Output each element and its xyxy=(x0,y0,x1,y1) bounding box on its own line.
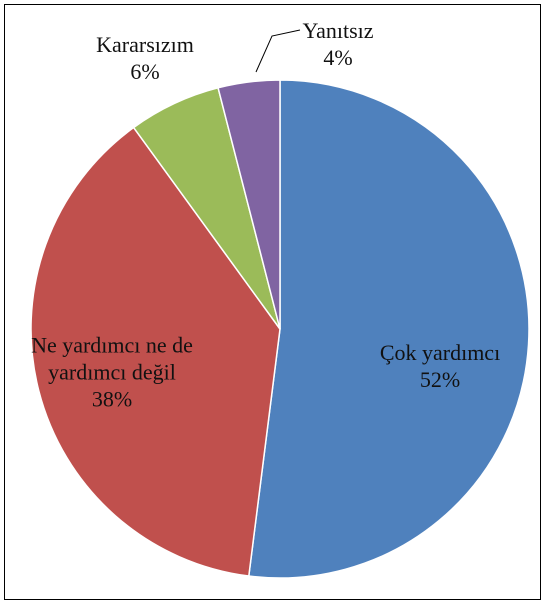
slice-label: Çok yardımcı 52% xyxy=(340,339,540,393)
leader-line xyxy=(255,29,301,73)
slice-label: Ne yardımcı ne de yardımcı değil 38% xyxy=(17,332,207,413)
category-label: Yanıtsız xyxy=(302,18,374,43)
category-label: Kararsızım xyxy=(96,32,194,57)
value-label: 4% xyxy=(323,45,353,70)
pie-slice xyxy=(217,79,281,330)
slice-label: Kararsızım 6% xyxy=(65,31,225,85)
pie-slice xyxy=(30,126,281,577)
slice-label: Yanıtsız 4% xyxy=(278,17,398,71)
value-label: 38% xyxy=(91,386,133,412)
category-label: Ne yardımcı ne de yardımcı değil xyxy=(31,332,193,385)
chart-frame xyxy=(4,4,541,600)
pie-slice xyxy=(247,79,530,579)
value-label: 6% xyxy=(130,59,160,84)
value-label: 52% xyxy=(419,367,461,392)
category-label: Çok yardımcı xyxy=(379,340,501,365)
